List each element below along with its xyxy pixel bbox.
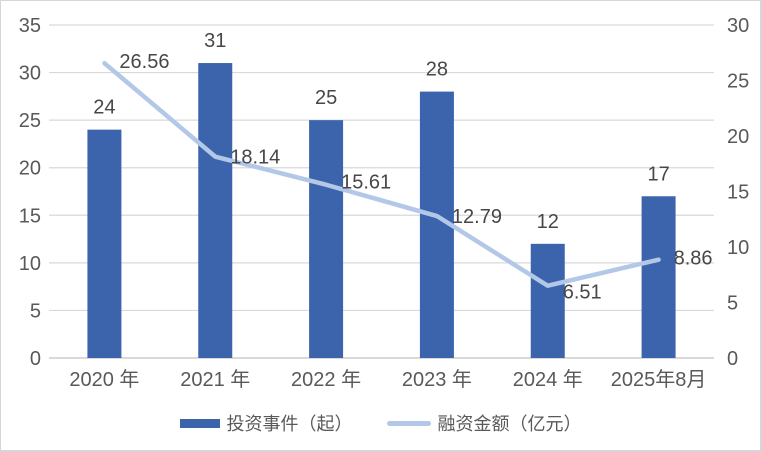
- left-axis-tick-label: 25: [19, 110, 41, 132]
- left-axis-tick-label: 15: [19, 205, 41, 227]
- right-axis-tick-label: 20: [727, 126, 749, 148]
- right-axis-tick-label: 5: [727, 293, 738, 315]
- x-axis-category-label: 2022 年: [291, 368, 361, 391]
- right-axis-tick-label: 25: [727, 71, 749, 93]
- left-axis-tick-label: 10: [19, 253, 41, 275]
- legend-label-bar-series: 投资事件（起）: [226, 414, 353, 434]
- right-axis-tick-label: 15: [727, 182, 749, 204]
- bar-series-swatch: [179, 418, 220, 428]
- x-axis-category-label: 2020 年: [69, 368, 139, 391]
- bar: [641, 196, 676, 358]
- line-value-label: 6.51: [563, 282, 602, 304]
- line-value-label: 8.86: [674, 248, 713, 270]
- line-series-swatch: [386, 420, 431, 426]
- left-axis-tick-label: 35: [19, 15, 41, 37]
- bar-value-label: 31: [204, 30, 226, 52]
- bar-value-label: 25: [315, 87, 337, 109]
- legend-label-line-series: 融资金额（亿元）: [437, 414, 582, 434]
- left-axis-tick-label: 0: [30, 348, 41, 370]
- legend-item-line-series: 融资金额（亿元）: [386, 410, 582, 436]
- line-value-label: 26.56: [119, 51, 169, 73]
- bar: [309, 120, 344, 359]
- x-axis-category-label: 2021 年: [180, 368, 250, 391]
- trend-line: [102, 60, 661, 288]
- x-axis-category-label: 2023 年: [402, 368, 472, 391]
- bar-value-label: 12: [537, 211, 559, 233]
- line-value-label: 15.61: [341, 172, 391, 194]
- bar-value-label: 17: [647, 163, 669, 185]
- left-axis-tick-label: 5: [30, 300, 41, 322]
- bar: [87, 129, 122, 358]
- x-axis-category-label: 2025年8月: [611, 368, 707, 391]
- bar-value-label: 24: [93, 97, 115, 119]
- legend: 投资事件（起） 融资金额（亿元）: [1, 410, 760, 436]
- right-axis-tick-label: 30: [727, 15, 749, 37]
- bar-value-label: 28: [426, 59, 448, 81]
- bar: [198, 63, 233, 359]
- right-axis-tick-label: 10: [727, 237, 749, 259]
- x-axis-category-label: 2024 年: [513, 368, 583, 391]
- line-value-label: 12.79: [452, 206, 502, 228]
- left-axis-tick-label: 30: [19, 63, 41, 85]
- right-axis-tick-label: 0: [727, 348, 738, 370]
- bar: [530, 243, 565, 358]
- legend-item-bar-series: 投资事件（起）: [179, 410, 353, 436]
- line-value-label: 18.14: [230, 147, 280, 169]
- left-axis-tick-label: 20: [19, 158, 41, 180]
